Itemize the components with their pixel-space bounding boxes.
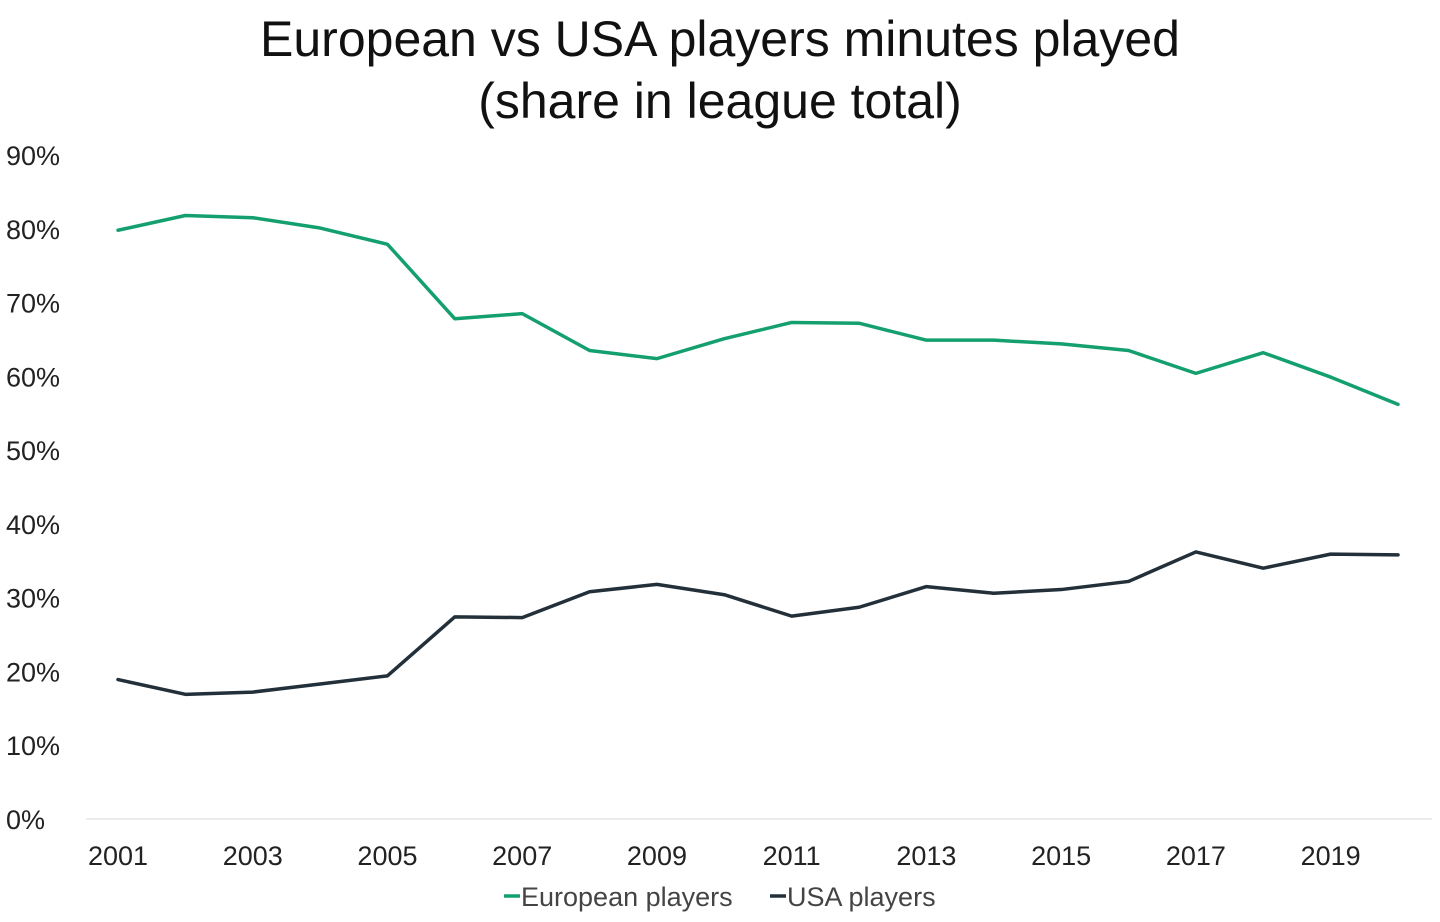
x-tick-label: 2011 [763,841,821,871]
x-tick-label: 2017 [1166,841,1226,871]
x-tick-label: 2001 [88,841,148,871]
legend-label: European players [521,882,733,912]
chart-title: European vs USA players minutes played (… [0,8,1440,132]
chart-title-line: European vs USA players minutes played [260,11,1180,67]
series-line-european-players [116,213,1400,407]
y-tick-label: 0% [6,805,45,835]
x-tick-label: 2007 [492,841,552,871]
y-tick-label: 90% [6,141,60,171]
x-tick-label: 2009 [627,841,687,871]
y-tick-label: 80% [6,215,60,245]
y-axis: 0% 10% 20% 30% 40% 50% 60% 70% 80% 90% [6,141,60,835]
x-axis: 2001 2003 2005 2007 2009 2011 2013 2015 2017 2019 [86,818,1432,871]
x-tick-label: 2005 [357,841,417,871]
y-tick-label: 70% [6,289,60,319]
x-tick-label: 2019 [1301,841,1361,871]
series-layer [116,213,1400,697]
legend: European players USA players [504,882,936,912]
series-line-usa-players [116,550,1400,697]
y-tick-label: 30% [6,584,60,614]
y-tick-label: 60% [6,362,60,392]
y-tick-label: 20% [6,657,60,687]
x-tick-label: 2013 [896,841,956,871]
y-tick-label: 40% [6,510,60,540]
y-tick-label: 10% [6,731,60,761]
legend-label: USA players [787,882,936,912]
legend-item: European players [504,882,733,912]
y-tick-label: 50% [6,436,60,466]
legend-item: USA players [770,882,936,912]
x-tick-label: 2015 [1031,841,1091,871]
x-tick-label: 2003 [223,841,283,871]
chart-subtitle-line: (share in league total) [478,73,962,129]
